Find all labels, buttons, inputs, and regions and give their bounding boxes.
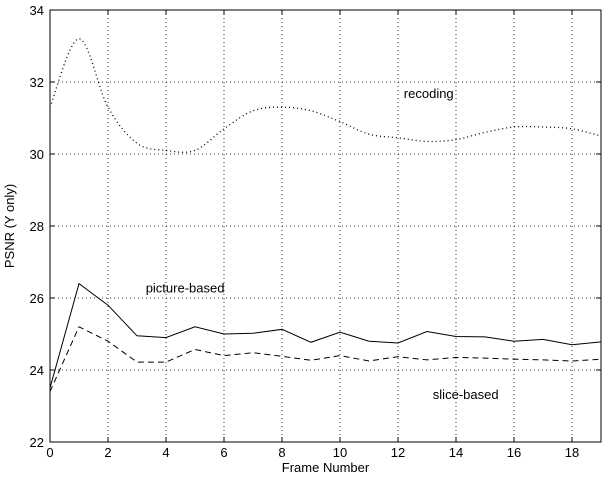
x-tick-label: 16 (507, 445, 521, 460)
series-line-picture-based (49, 282, 602, 389)
x-tick-label: 0 (46, 445, 53, 460)
annotations: recoding picture-based slice-based (146, 86, 499, 402)
x-axis-label: Frame Number (282, 460, 370, 475)
annotation-slice-based: slice-based (433, 387, 499, 402)
annotation-recoding: recoding (404, 86, 454, 101)
y-tick-label: 24 (30, 363, 44, 378)
y-tick-label: 30 (30, 147, 44, 162)
series-line-recoding (49, 38, 602, 153)
x-tick-label: 10 (333, 445, 347, 460)
x-tick-label: 2 (104, 445, 111, 460)
x-tick-label: 12 (391, 445, 405, 460)
grid-lines (50, 10, 601, 442)
y-tick-label: 28 (30, 219, 44, 234)
annotation-picture-based: picture-based (146, 281, 225, 296)
x-tick-label: 4 (162, 445, 169, 460)
y-tick-label: 26 (30, 291, 44, 306)
y-tick-label: 32 (30, 75, 44, 90)
x-tick-label: 6 (220, 445, 227, 460)
series-line-slice-based (49, 326, 602, 392)
series-group (49, 38, 602, 392)
x-tick-label: 18 (565, 445, 579, 460)
x-tick-label: 8 (278, 445, 285, 460)
x-tick-label: 14 (449, 445, 463, 460)
y-tick-label: 22 (30, 435, 44, 450)
y-tick-label: 34 (30, 3, 44, 18)
y-axis-label: PSNR (Y only) (2, 184, 17, 268)
